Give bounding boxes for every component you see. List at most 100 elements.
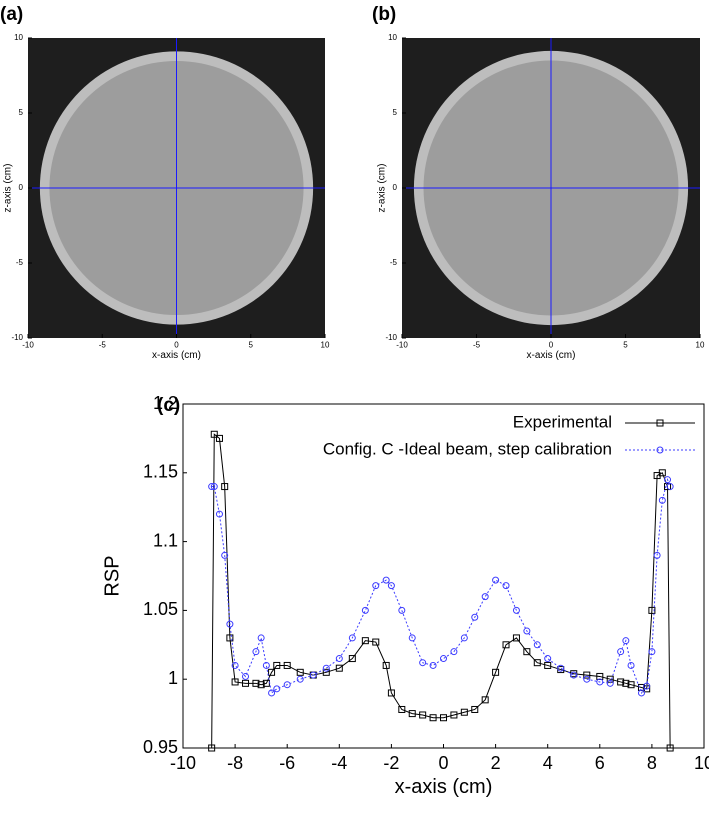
marker [664,483,672,491]
marker [617,648,625,656]
panel-label: (c) [157,395,180,416]
marker [512,634,520,642]
marker [643,682,651,690]
x-tick-label: 8 [647,753,657,773]
marker [658,469,666,477]
marker [648,648,656,656]
x-axis-label: x-axis (cm) [527,350,576,361]
x-tick-label: 2 [491,753,501,773]
marker [523,648,531,656]
marker [231,678,239,686]
marker [666,483,674,491]
series-line [211,478,671,694]
marker [335,655,343,663]
marker [502,641,510,649]
marker [210,483,218,491]
y-tick-label: 10 [388,33,397,42]
marker [617,678,625,686]
marker [387,582,395,590]
marker [606,679,614,687]
marker [450,648,458,656]
marker [627,681,635,689]
marker [429,714,437,722]
x-tick-label: -6 [279,753,295,773]
marker [440,714,447,722]
x-tick-label: 0 [174,340,179,349]
legend-marker [656,419,664,427]
marker [221,551,229,559]
y-tick-label: -10 [385,333,397,342]
marker [533,641,541,649]
marker [215,434,223,442]
marker [419,711,427,719]
marker [440,655,447,663]
marker [242,672,250,680]
y-tick-label: 1 [168,668,178,688]
marker [361,637,369,645]
marker [361,606,369,614]
marker [583,671,591,679]
marker [309,671,317,679]
legend-label: Config. C -Ideal beam, step calibration [323,439,612,458]
marker [268,689,276,697]
marker [348,634,356,642]
x-tick-label: -2 [383,753,399,773]
marker [210,430,218,438]
x-tick-label: 10 [694,753,709,773]
marker [471,613,479,621]
marker [471,705,479,713]
marker [481,696,489,704]
y-tick-label: 1.1 [153,530,178,550]
marker [512,606,520,614]
x-axis-label: x-axis (cm) [152,350,201,361]
y-tick-label: 0 [393,183,398,192]
marker [460,708,468,716]
legend-marker [656,446,664,454]
marker [226,620,234,628]
panel-label: (a) [0,4,23,25]
marker [622,637,630,645]
marker [372,582,380,590]
y-tick-label: -5 [390,258,398,267]
marker [221,483,229,491]
marker [627,661,635,669]
marker [460,634,468,642]
x-tick-label: 0 [438,753,448,773]
y-tick-label: 5 [393,108,398,117]
marker [481,593,489,601]
x-tick-label: 0 [549,340,554,349]
marker [533,659,541,667]
marker [268,668,276,676]
y-tick-label: 0 [19,183,24,192]
marker [273,685,281,693]
x-tick-label: 5 [249,340,254,349]
marker [502,582,510,590]
x-axis-label: x-axis (cm) [395,776,493,798]
marker [252,679,260,687]
marker [382,661,390,669]
marker [257,681,265,689]
x-tick-label: 10 [321,340,330,349]
x-tick-label: -8 [227,753,243,773]
marker [296,675,304,683]
y-tick-label: 0.95 [143,737,178,757]
marker [252,648,260,656]
marker [492,576,500,584]
marker [398,705,406,713]
marker [523,627,531,635]
marker [372,638,380,646]
marker [335,664,343,672]
y-tick-label: -5 [16,258,24,267]
series-line [211,433,671,749]
y-tick-label: 5 [19,108,24,117]
marker [408,634,416,642]
y-axis-label: z-axis (cm) [3,164,14,213]
marker [557,664,565,672]
legend-label: Experimental [513,412,612,431]
marker [398,606,406,614]
x-tick-label: -10 [22,340,34,349]
marker [666,744,674,752]
marker [208,483,216,491]
marker [429,661,437,669]
